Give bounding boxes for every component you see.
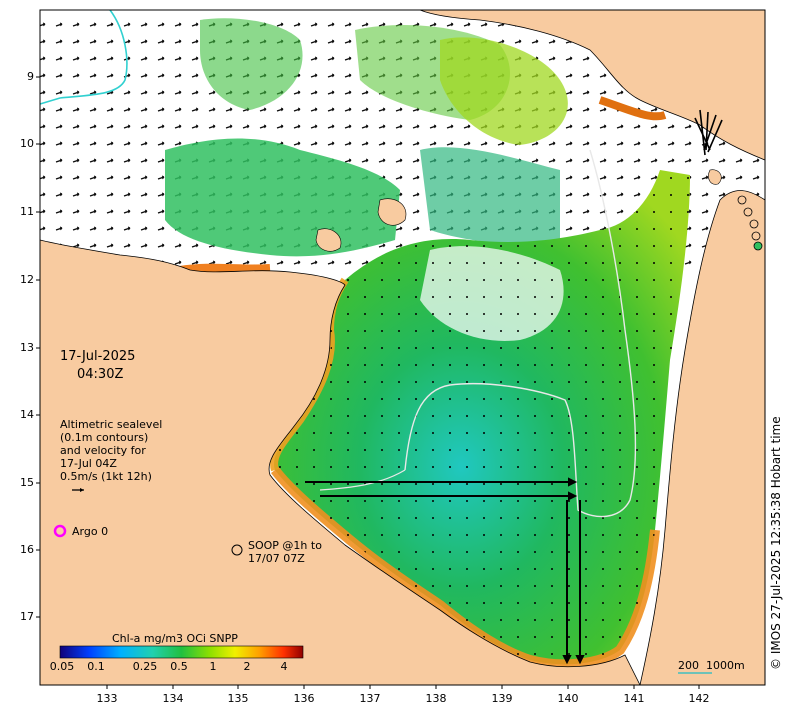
land-east bbox=[639, 190, 766, 686]
altimetry-legend-line: (0.1m contours) bbox=[60, 431, 149, 444]
altimetry-legend-line: 17-Jul 04Z bbox=[60, 457, 117, 470]
lat-tick: 15 bbox=[20, 476, 34, 489]
soop-marker bbox=[231, 544, 243, 556]
lat-tick: 10 bbox=[20, 137, 34, 150]
land-west bbox=[39, 239, 641, 686]
map-area bbox=[39, 9, 766, 686]
colorbar-tick: 0.1 bbox=[87, 660, 105, 673]
lon-tick: 141 bbox=[623, 692, 645, 705]
colorbar-tick: 0.05 bbox=[49, 660, 75, 673]
lat-tick: 11 bbox=[20, 205, 34, 218]
lat-tick: 17 bbox=[20, 610, 34, 623]
datetime-line-1: 17-Jul-2025 bbox=[60, 349, 136, 364]
lon-tick: 136 bbox=[293, 692, 315, 705]
scale-label-200: 200 bbox=[678, 659, 699, 672]
current-arrows bbox=[305, 477, 585, 665]
lat-tick: 12 bbox=[20, 273, 34, 286]
soop-label-line: 17/07 07Z bbox=[248, 552, 305, 565]
colorbar bbox=[59, 645, 304, 659]
altimetry-legend-line: 0.5m/s (1kt 12h) bbox=[60, 470, 152, 483]
lon-tick: 140 bbox=[557, 692, 579, 705]
lon-tick: 139 bbox=[491, 692, 513, 705]
lon-tick: 134 bbox=[162, 692, 184, 705]
soop-label-line: SOOP @1h to bbox=[248, 539, 322, 552]
colorbar-title: Chl-a mg/m3 OCi SNPP bbox=[112, 632, 238, 645]
lon-tick: 142 bbox=[688, 692, 710, 705]
altimetry-legend-line: and velocity for bbox=[60, 444, 146, 457]
altimetry-legend-line: Altimetric sealevel bbox=[60, 418, 163, 431]
lon-tick: 137 bbox=[359, 692, 381, 705]
lon-tick: 133 bbox=[96, 692, 118, 705]
datetime-line-2: 04:30Z bbox=[77, 367, 124, 382]
colorbar-tick: 4 bbox=[280, 660, 288, 673]
argo-marker bbox=[53, 524, 67, 538]
sealevel-contour bbox=[404, 149, 637, 518]
lat-tick: 14 bbox=[20, 408, 34, 421]
colorbar-tick: 0.25 bbox=[132, 660, 158, 673]
lat-tick: 16 bbox=[20, 543, 34, 556]
colorbar-tick: 0.5 bbox=[170, 660, 188, 673]
argo-label: Argo 0 bbox=[72, 525, 109, 538]
scale-label-1000m: 1000m bbox=[706, 659, 745, 672]
colorbar-tick: 1 bbox=[209, 660, 217, 673]
lon-tick: 138 bbox=[425, 692, 447, 705]
lon-tick: 135 bbox=[227, 692, 249, 705]
colorbar-tick: 2 bbox=[243, 660, 251, 673]
lat-tick: 9 bbox=[27, 70, 34, 83]
lat-tick: 13 bbox=[20, 341, 34, 354]
credit-text: © IMOS 27-Jul-2025 12:35:38 Hobart time bbox=[769, 416, 783, 670]
